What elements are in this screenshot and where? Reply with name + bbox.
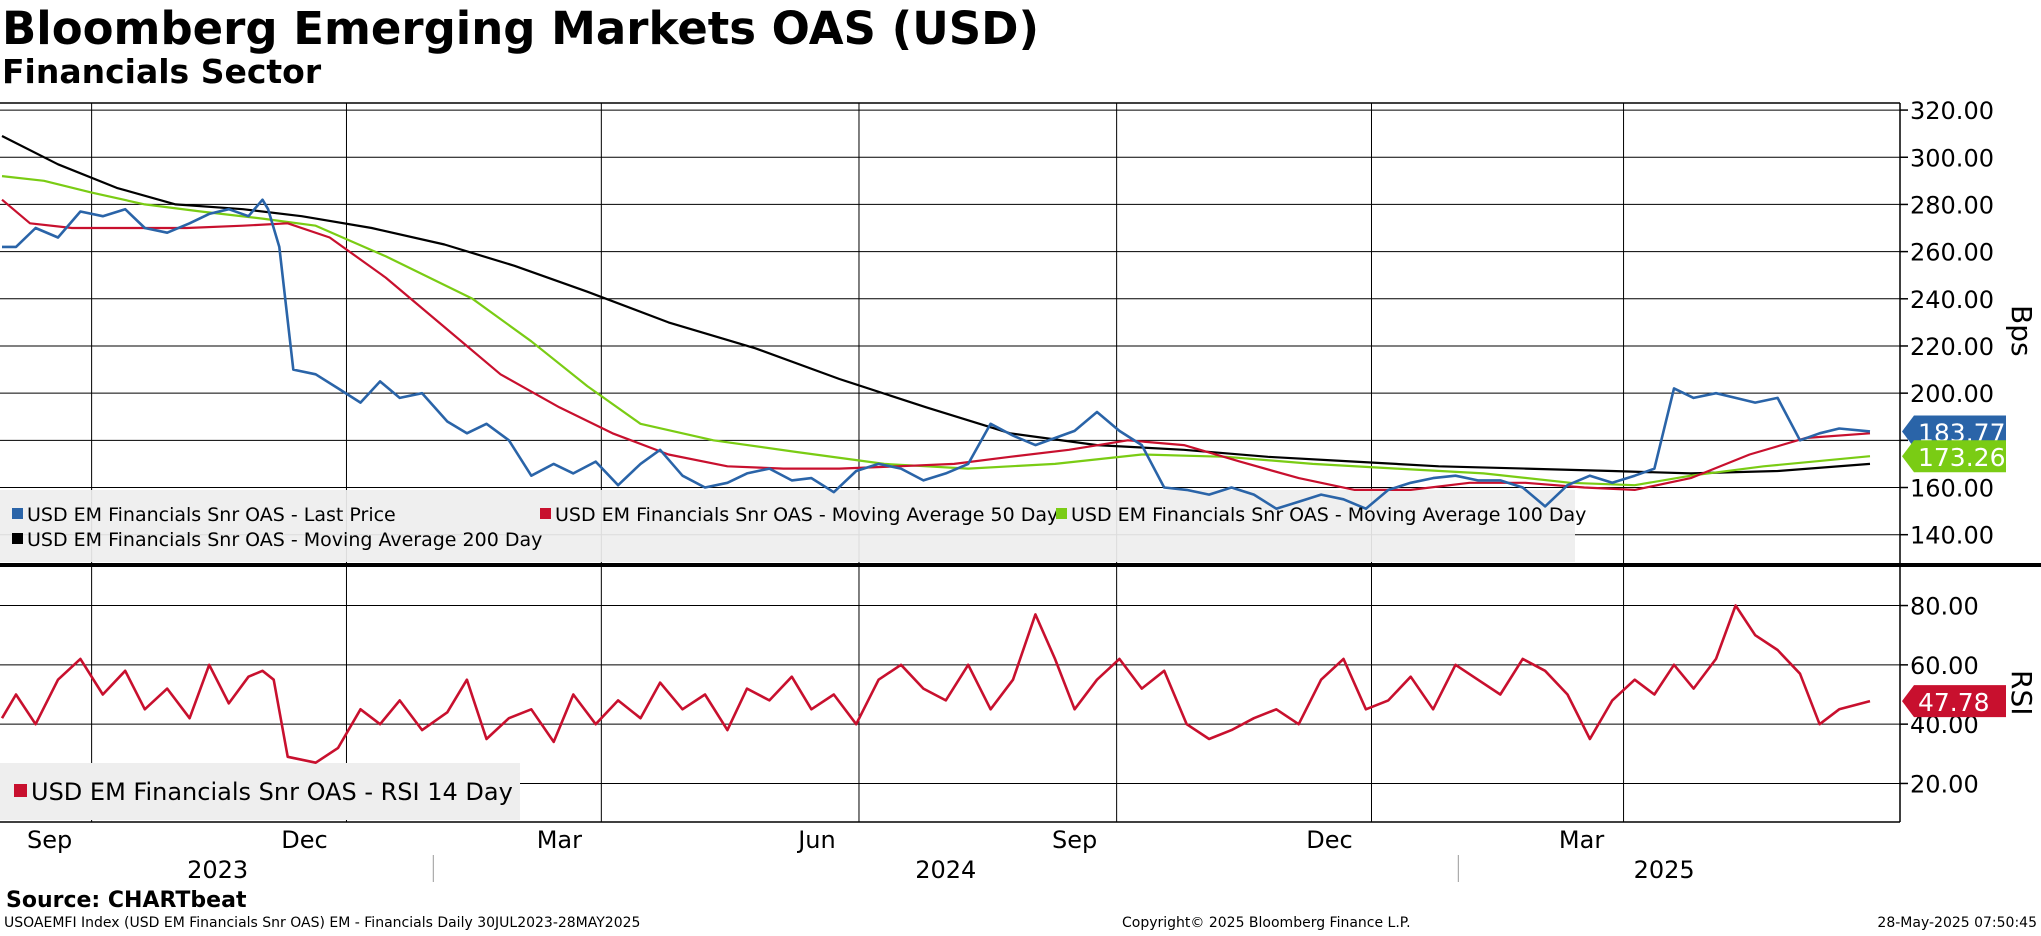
x-tick-label: Sep xyxy=(1052,826,1097,854)
rsi-badge-bg xyxy=(1902,685,2006,718)
price-tick-label: 140.00 xyxy=(1910,522,1994,550)
legend-entry: USD EM Financials Snr OAS - Last Price xyxy=(27,504,396,526)
x-tick-label: Jun xyxy=(796,826,836,854)
x-tick-label: Sep xyxy=(27,826,72,854)
rsi-legend-entry: USD EM Financials Snr OAS - RSI 14 Day xyxy=(31,778,513,806)
ma100-badge: 173.26 xyxy=(1918,443,2005,472)
price-axis-label: Bps xyxy=(2005,305,2038,357)
price-tick-label: 260.00 xyxy=(1910,239,1994,267)
legend-swatch xyxy=(12,508,23,519)
rsi-axis-label: RSI xyxy=(2005,670,2038,716)
rsi-tick-label: 60.00 xyxy=(1910,652,1979,680)
legend-swatch xyxy=(1056,508,1067,519)
x-tick-label: Dec xyxy=(281,826,327,854)
year-label: 2024 xyxy=(915,856,976,884)
legend-swatch xyxy=(12,533,23,544)
copyright: Copyright© 2025 Bloomberg Finance L.P. xyxy=(1122,915,1411,931)
chart-subtitle: Financials Sector xyxy=(2,52,322,91)
price-tick-label: 320.00 xyxy=(1910,97,1994,125)
rsi-tick-label: 20.00 xyxy=(1910,770,1979,798)
ma50-line xyxy=(1,198,1871,491)
price-tick-label: 300.00 xyxy=(1910,144,1994,172)
price-tick-label: 200.00 xyxy=(1910,380,1994,408)
rsi-legend-box xyxy=(0,763,520,820)
year-label: 2023 xyxy=(187,856,248,884)
rsi-line xyxy=(0,604,1871,765)
x-tick-label: Dec xyxy=(1306,826,1352,854)
price-tick-label: 280.00 xyxy=(1910,191,1994,219)
legend-entry: USD EM Financials Snr OAS - Moving Avera… xyxy=(555,504,1058,526)
price-tick-label: 240.00 xyxy=(1910,286,1994,314)
ma100-line xyxy=(1,175,1871,487)
rsi-legend-swatch xyxy=(14,784,27,797)
year-label: 2025 xyxy=(1634,856,1695,884)
index-info: USOAEMFI Index (USD EM Financials Snr OA… xyxy=(4,915,641,931)
price-tick-label: 220.00 xyxy=(1910,333,1994,361)
rsi-tick-label: 80.00 xyxy=(1910,593,1979,621)
legend-swatch xyxy=(540,508,551,519)
ma100-badge-bg xyxy=(1902,440,2006,473)
x-tick-label: Mar xyxy=(1559,826,1604,854)
rsi-badge: 47.78 xyxy=(1918,688,1990,717)
price-line-last xyxy=(2,198,1871,511)
price-tick-label: 160.00 xyxy=(1910,475,1994,503)
legend-entry: USD EM Financials Snr OAS - Moving Avera… xyxy=(1071,504,1586,526)
source-label: Source: CHARTbeat xyxy=(6,888,247,913)
legend-entry: USD EM Financials Snr OAS - Moving Avera… xyxy=(27,529,542,551)
price-legend-box xyxy=(0,490,1575,562)
ma200-line xyxy=(1,135,1871,475)
chart-title: Bloomberg Emerging Markets OAS (USD) xyxy=(2,2,1040,55)
last-price-badge-bg xyxy=(1902,415,2006,448)
x-tick-label: Mar xyxy=(537,826,582,854)
timestamp: 28-May-2025 07:50:45 xyxy=(1877,915,2037,931)
